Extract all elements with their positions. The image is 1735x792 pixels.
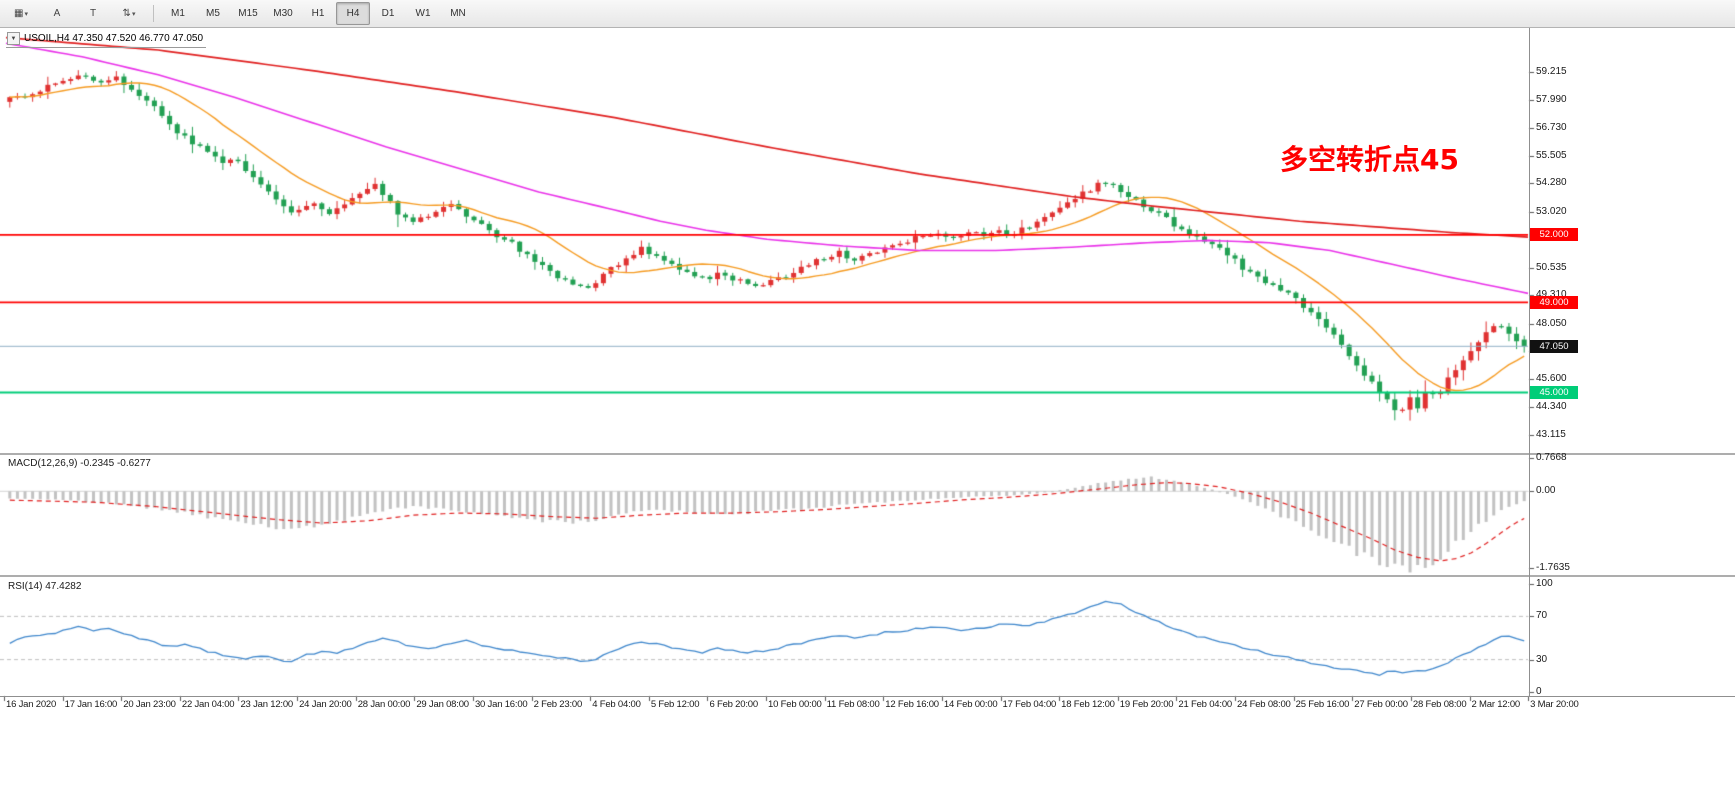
price-tick-label: 43.115 [1536, 428, 1566, 440]
timeframe-group: M1 M5 M15 M30 H1 H4 D1 W1 MN [161, 2, 475, 25]
chart-style-button-icon: ⇅ [122, 8, 131, 19]
price-tick-label: 56.730 [1536, 122, 1567, 134]
price-tick-label: 45.600 [1536, 372, 1567, 384]
time-tick-label: 3 Mar 20:00 [1530, 699, 1579, 710]
price-tick-label: 50.535 [1536, 261, 1567, 273]
macd-label: MACD(12,26,9) -0.2345 -0.6277 [8, 458, 151, 469]
timeframe-button-w1[interactable]: W1 [415, 8, 431, 19]
time-tick-label: 6 Feb 20:00 [709, 699, 758, 710]
time-tick-label: 16 Jan 2020 [6, 699, 57, 710]
time-tick-label: 27 Feb 00:00 [1354, 699, 1408, 710]
time-tick-label: 19 Feb 20:00 [1119, 699, 1174, 710]
price-tick-label: 57.990 [1536, 93, 1567, 105]
macd-tick-label: 0.7668 [1536, 451, 1567, 463]
text-tool-button-icon: T [89, 8, 97, 19]
time-tick-label: 23 Jan 12:00 [240, 699, 294, 710]
time-tick-label: 24 Feb 08:00 [1237, 699, 1291, 710]
time-tick-label: 11 Feb 08:00 [826, 699, 880, 710]
time-tick-label: 5 Feb 12:00 [650, 699, 700, 710]
price-badge-52.000: 52.000 [1530, 228, 1578, 242]
price-chart-canvas[interactable] [0, 28, 1735, 792]
timeframe-button-m30[interactable]: M30 [273, 8, 293, 19]
annotation-text: 多空转折点45 [1280, 143, 1459, 176]
macd-tick-label: 0.00 [1536, 485, 1556, 497]
time-tick-label: 4 Feb 04:00 [592, 699, 641, 710]
chart-window: ▼ USOIL,H4 47.350 47.520 46.770 47.050 多… [0, 28, 1735, 792]
rsi-panel-divider[interactable] [0, 575, 1735, 577]
time-tick-label: 18 Feb 12:00 [1061, 699, 1115, 710]
toolbar-icon-group: ▦ A T ⇅ [4, 2, 146, 25]
caret-down-icon [24, 8, 28, 19]
cursor-tool-button[interactable]: A [40, 2, 74, 25]
charts-grid-button[interactable]: ▦ [4, 2, 38, 25]
price-tick-label: 59.215 [1536, 66, 1567, 78]
time-tick-label: 22 Jan 04:00 [181, 699, 235, 710]
time-tick-label: 30 Jan 16:00 [474, 699, 528, 710]
time-tick-label: 24 Jan 20:00 [299, 699, 352, 710]
caret-down-icon [132, 8, 136, 19]
time-tick-label: 17 Feb 04:00 [1002, 699, 1057, 710]
symbol-info: ▼ USOIL,H4 47.350 47.520 46.770 47.050 [6, 31, 207, 48]
time-tick-label: 12 Feb 16:00 [885, 699, 939, 710]
time-tick-label: 28 Jan 00:00 [357, 699, 411, 710]
timeframe-button-d1[interactable]: D1 [381, 8, 395, 19]
price-tick-label: 55.505 [1536, 149, 1567, 161]
chart-style-button[interactable]: ⇅ [112, 2, 146, 25]
time-tick-label: 29 Jan 08:00 [416, 699, 469, 710]
rsi-tick-label: 30 [1536, 653, 1548, 665]
time-tick-label: 10 Feb 00:00 [768, 699, 822, 710]
current-price-badge: 47.050 [1530, 339, 1578, 353]
cursor-tool-button-icon: A [53, 8, 61, 19]
time-tick-label: 20 Jan 23:00 [123, 699, 176, 710]
time-tick-label: 17 Jan 16:00 [64, 699, 118, 710]
time-tick-label: 28 Feb 08:00 [1412, 699, 1467, 710]
chart-list-caret-icon[interactable]: ▼ [7, 32, 20, 45]
charts-grid-button-icon: ▦ [14, 8, 24, 19]
timeframe-button-h1[interactable]: H1 [311, 8, 325, 19]
macd-tick-label: -1.7635 [1536, 561, 1570, 573]
time-tick-label: 25 Feb 16:00 [1295, 699, 1350, 710]
timeframe-button-m1[interactable]: M1 [171, 8, 185, 19]
time-tick-label: 21 Feb 04:00 [1178, 699, 1232, 710]
price-axis-border [1529, 28, 1530, 697]
price-tick-label: 44.340 [1536, 401, 1567, 413]
rsi-tick-label: 70 [1536, 610, 1548, 622]
timeframe-button-mn[interactable]: MN [450, 8, 466, 19]
price-badge-49.000: 49.000 [1530, 295, 1578, 309]
timeframe-button-h4[interactable]: H4 [336, 2, 370, 25]
rsi-tick-label: 0 [1536, 686, 1542, 697]
price-badge-45.000: 45.000 [1530, 386, 1578, 399]
price-tick-label: 53.020 [1536, 205, 1567, 217]
time-axis-border [0, 696, 1735, 697]
rsi-label: RSI(14) 47.4282 [8, 581, 82, 592]
text-tool-button[interactable]: T [76, 2, 110, 25]
rsi-tick-label: 100 [1536, 578, 1553, 589]
toolbar: ▦ A T ⇅ M1 M5 M15 M30 H1 H4 D1 W1 MN [0, 0, 1735, 28]
symbol-ohlc-text: USOIL,H4 47.350 47.520 46.770 47.050 [24, 33, 204, 44]
timeframe-button-m5[interactable]: M5 [206, 8, 220, 19]
macd-panel-divider[interactable] [0, 453, 1735, 455]
price-tick-label: 54.280 [1536, 177, 1567, 189]
toolbar-separator [153, 5, 154, 22]
time-tick-label: 14 Feb 00:00 [943, 699, 998, 710]
time-tick-label: 2 Mar 12:00 [1471, 699, 1521, 710]
price-tick-label: 48.050 [1536, 317, 1567, 329]
price-tick-label: 49.310 [1536, 289, 1567, 300]
timeframe-button-m15[interactable]: M15 [238, 8, 258, 19]
time-tick-label: 2 Feb 23:00 [533, 699, 583, 710]
